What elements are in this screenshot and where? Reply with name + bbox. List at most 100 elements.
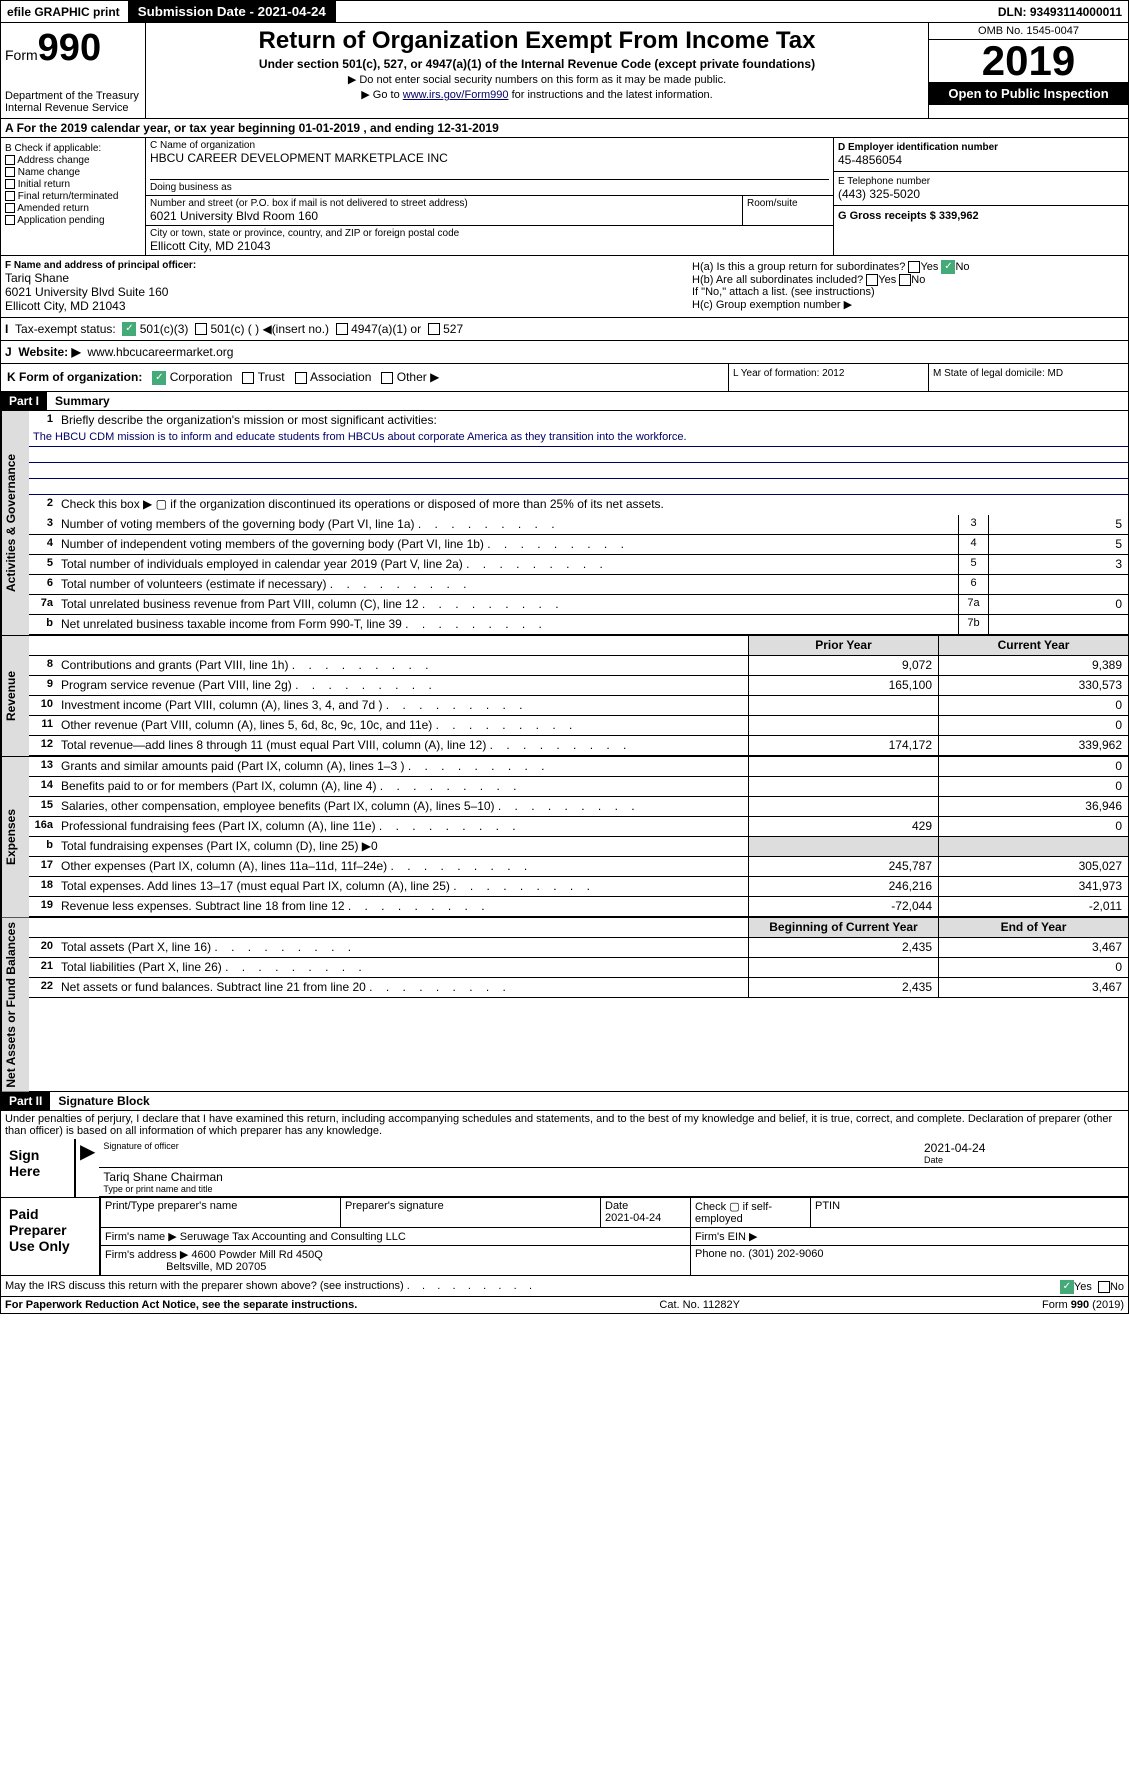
line-19: 19Revenue less expenses. Subtract line 1… (29, 897, 1128, 917)
line-9: 9Program service revenue (Part VIII, lin… (29, 676, 1128, 696)
signer-name: Tariq Shane Chairman (103, 1170, 222, 1184)
gross-receipts: G Gross receipts $ 339,962 (838, 210, 1124, 222)
line-18: 18Total expenses. Add lines 13–17 (must … (29, 877, 1128, 897)
form-note2: ▶ Go to www.irs.gov/Form990 for instruct… (150, 88, 924, 101)
dln-label: DLN: 93493114000011 (992, 3, 1128, 21)
chk-501c3[interactable]: ✓ (122, 322, 136, 336)
current-year-hdr: Current Year (938, 636, 1128, 655)
footer-form: Form 990 (2019) (1042, 1299, 1124, 1311)
chk-pending: Application pending (5, 215, 141, 226)
org-address: 6021 University Blvd Room 160 (150, 209, 738, 223)
efile-label: efile GRAPHIC print (1, 3, 126, 21)
column-b: B Check if applicable: Address change Na… (1, 138, 146, 255)
irs-link[interactable]: www.irs.gov/Form990 (403, 89, 509, 101)
firm-phone: Phone no. (301) 202-9060 (691, 1246, 1128, 1275)
chk-initial: Initial return (5, 179, 141, 190)
line-14: 14Benefits paid to or for members (Part … (29, 777, 1128, 797)
footer-cat: Cat. No. 11282Y (659, 1299, 740, 1311)
tax-year: 2019 (929, 40, 1128, 82)
ein-value: 45-4856054 (838, 153, 1124, 167)
expenses-section: Expenses 13Grants and similar amounts pa… (0, 757, 1129, 918)
top-bar: efile GRAPHIC print Submission Date - 20… (0, 0, 1129, 23)
line-20: 20Total assets (Part X, line 16)2,4353,4… (29, 938, 1128, 958)
open-inspection: Open to Public Inspection (929, 82, 1128, 105)
section-bcd: B Check if applicable: Address change Na… (0, 138, 1129, 256)
website-value: www.hbcucareermarket.org (87, 345, 233, 359)
vtab-expenses: Expenses (1, 757, 29, 917)
line-11: 11Other revenue (Part VIII, column (A), … (29, 716, 1128, 736)
row-i: I Tax-exempt status: ✓ 501(c)(3) 501(c) … (0, 318, 1129, 341)
name-label: C Name of organization (150, 140, 829, 151)
chk-501c[interactable] (195, 323, 207, 335)
row-j: J Website: ▶ www.hbcucareermarket.org (0, 341, 1129, 364)
section-f: F Name and address of principal officer:… (0, 256, 1129, 318)
city-label: City or town, state or province, country… (150, 228, 829, 239)
ha-label: H(a) Is this a group return for subordin… (692, 260, 1124, 274)
line-17: 17Other expenses (Part IX, column (A), l… (29, 857, 1128, 877)
chk-address: Address change (5, 155, 141, 166)
line-4: 4Number of independent voting members of… (29, 535, 1128, 555)
begin-year-hdr: Beginning of Current Year (748, 918, 938, 937)
room-label: Room/suite (743, 196, 833, 225)
sign-here-label: Sign Here (1, 1139, 76, 1197)
part2-header: Part II Signature Block (0, 1092, 1129, 1111)
chk-other[interactable] (381, 372, 393, 384)
chk-527[interactable] (428, 323, 440, 335)
line-b: bTotal fundraising expenses (Part IX, co… (29, 837, 1128, 857)
line-12: 12Total revenue—add lines 8 through 11 (… (29, 736, 1128, 756)
chk-trust[interactable] (242, 372, 254, 384)
line-15: 15Salaries, other compensation, employee… (29, 797, 1128, 817)
form-number: 990 (38, 27, 101, 69)
revenue-section: Revenue Prior YearCurrent Year 8Contribu… (0, 636, 1129, 757)
column-c: C Name of organization HBCU CAREER DEVEL… (146, 138, 833, 255)
hb-label: H(b) Are all subordinates included? Yes … (692, 274, 1124, 286)
chk-4947[interactable] (336, 323, 348, 335)
officer-addr2: Ellicott City, MD 21043 (5, 299, 684, 313)
dept-label: Department of the Treasury Internal Reve… (5, 90, 141, 114)
chk-name: Name change (5, 167, 141, 178)
officer-name: Tariq Shane (5, 271, 684, 285)
governance-section: Activities & Governance 1Briefly describ… (0, 411, 1129, 636)
form-subtitle: Under section 501(c), 527, or 4947(a)(1)… (150, 57, 924, 71)
line-10: 10Investment income (Part VIII, column (… (29, 696, 1128, 716)
vtab-netassets: Net Assets or Fund Balances (1, 918, 29, 1092)
submission-button[interactable]: Submission Date - 2021-04-24 (128, 1, 336, 22)
form-title: Return of Organization Exempt From Incom… (150, 27, 924, 55)
b-header: B Check if applicable: (5, 143, 141, 154)
end-year-hdr: End of Year (938, 918, 1128, 937)
firm-name: Seruwage Tax Accounting and Consulting L… (180, 1231, 406, 1243)
dba-label: Doing business as (150, 179, 829, 193)
vtab-governance: Activities & Governance (1, 411, 29, 635)
line-21: 21Total liabilities (Part X, line 26)0 (29, 958, 1128, 978)
line-b: bNet unrelated business taxable income f… (29, 615, 1128, 635)
chk-assoc[interactable] (295, 372, 307, 384)
line-7a: 7aTotal unrelated business revenue from … (29, 595, 1128, 615)
org-city: Ellicott City, MD 21043 (150, 239, 829, 253)
prior-year-hdr: Prior Year (748, 636, 938, 655)
part1-header: Part I Summary (0, 392, 1129, 411)
page-footer: For Paperwork Reduction Act Notice, see … (0, 1297, 1129, 1314)
line-16a: 16aProfessional fundraising fees (Part I… (29, 817, 1128, 837)
line-3: 3Number of voting members of the governi… (29, 515, 1128, 535)
line-5: 5Total number of individuals employed in… (29, 555, 1128, 575)
vtab-revenue: Revenue (1, 636, 29, 756)
declaration: Under penalties of perjury, I declare th… (1, 1111, 1128, 1139)
section-a: A For the 2019 calendar year, or tax yea… (0, 119, 1129, 138)
footer-left: For Paperwork Reduction Act Notice, see … (5, 1299, 357, 1311)
line-6: 6Total number of volunteers (estimate if… (29, 575, 1128, 595)
chk-final: Final return/terminated (5, 191, 141, 202)
line-13: 13Grants and similar amounts paid (Part … (29, 757, 1128, 777)
tel-value: (443) 325-5020 (838, 187, 1124, 201)
q2-label: Check this box ▶ ▢ if the organization d… (57, 495, 1128, 515)
ein-label: D Employer identification number (838, 142, 1124, 153)
officer-label: F Name and address of principal officer: (5, 260, 684, 271)
chk-amended: Amended return (5, 203, 141, 214)
hc-label: H(c) Group exemption number ▶ (692, 298, 1124, 311)
netassets-section: Net Assets or Fund Balances Beginning of… (0, 918, 1129, 1093)
officer-addr1: 6021 University Blvd Suite 160 (5, 285, 684, 299)
line-22: 22Net assets or fund balances. Subtract … (29, 978, 1128, 998)
discuss-row: May the IRS discuss this return with the… (1, 1275, 1128, 1296)
chk-corp[interactable]: ✓ (152, 371, 166, 385)
q1-label: Briefly describe the organization's miss… (57, 411, 1128, 431)
form-header: Form990 Department of the Treasury Inter… (0, 23, 1129, 119)
